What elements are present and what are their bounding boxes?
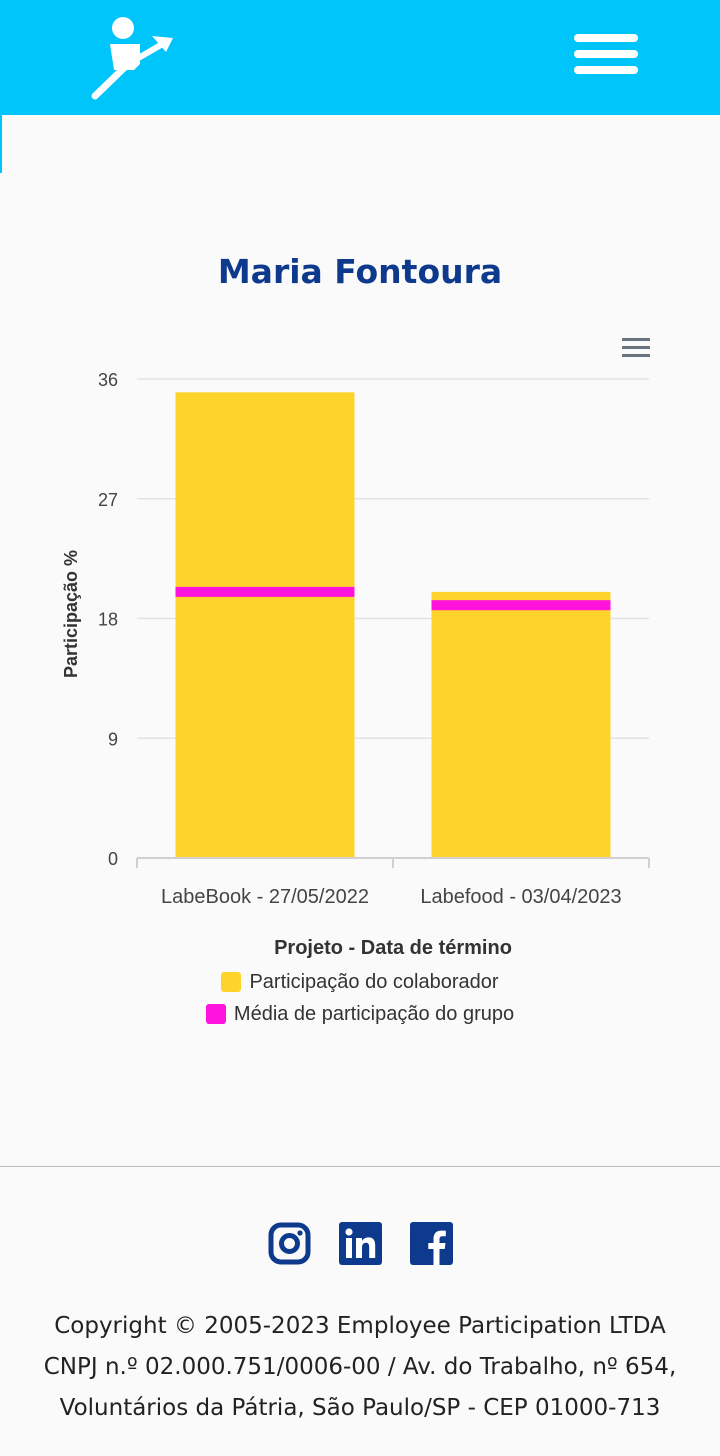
legend-swatch-collaborator xyxy=(221,972,242,992)
x-tick-label: Labefood - 03/04/2023 xyxy=(420,886,621,908)
hamburger-menu-icon[interactable] xyxy=(574,34,638,82)
y-tick-label: 9 xyxy=(108,729,118,749)
footer-city: Voluntários da Pátria, São Paulo/SP - CE… xyxy=(59,1395,661,1421)
legend-item-collaborator[interactable]: Participação do colaborador xyxy=(0,966,720,998)
legend-label-group-average: Média de participação do grupo xyxy=(233,1002,515,1025)
average-marker xyxy=(431,600,611,611)
bar xyxy=(431,591,611,858)
facebook-icon[interactable] xyxy=(409,1222,453,1265)
y-tick-label: 18 xyxy=(98,610,118,630)
top-header xyxy=(0,0,720,115)
social-links xyxy=(0,1222,720,1265)
footer-legal-text: Copyright © 2005-2023 Employee Participa… xyxy=(0,1306,720,1429)
chart-legend: Participação do colaborador Média de par… xyxy=(0,966,720,1030)
average-marker xyxy=(175,586,355,597)
y-axis-title: Participação % xyxy=(61,550,81,678)
chart-menu-icon[interactable] xyxy=(622,338,650,360)
participation-chart: 0 9 18 27 36 LabeBook - 27/05/2022 Labefood - … xyxy=(61,370,650,959)
legend-swatch-group-average xyxy=(205,1004,226,1024)
x-tick-label: LabeBook - 27/05/2022 xyxy=(161,886,369,908)
y-tick-label: 27 xyxy=(98,490,118,510)
footer-cnpj-address: CNPJ n.º 02.000.751/0006-00 / Av. do Tra… xyxy=(43,1354,677,1380)
person-growth-arrow-icon[interactable] xyxy=(88,14,178,102)
instagram-icon[interactable] xyxy=(268,1222,311,1265)
page-title: Maria Fontoura xyxy=(217,252,503,291)
bar xyxy=(175,392,355,858)
y-tick-label: 36 xyxy=(98,370,118,390)
footer-copyright: Copyright © 2005-2023 Employee Participa… xyxy=(54,1313,666,1339)
y-tick-label: 0 xyxy=(108,849,118,869)
legend-label-collaborator: Participação do colaborador xyxy=(249,970,499,993)
header-edge xyxy=(0,115,2,173)
footer-divider xyxy=(0,1166,720,1167)
x-axis-title: Projeto - Data de término xyxy=(274,937,512,959)
legend-item-group-average[interactable]: Média de participação do grupo xyxy=(0,998,720,1030)
linkedin-icon[interactable] xyxy=(338,1222,382,1265)
